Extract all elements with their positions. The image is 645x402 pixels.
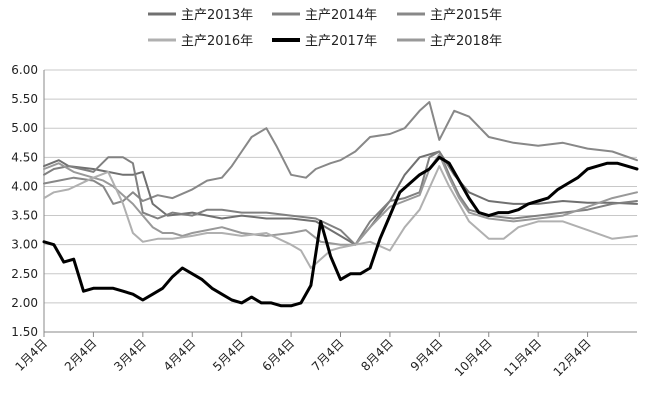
x-tick-label: 4月4日: [161, 336, 199, 374]
x-tick-label: 7月4日: [309, 336, 347, 374]
x-tick-label: 6月4日: [260, 336, 298, 374]
legend-label: 主产2018年: [430, 34, 502, 49]
legend-label: 主产2017年: [305, 34, 377, 49]
series-line-3: [43, 101, 638, 205]
y-axis-tick-labels: 6.00 5.50 5.00 4.50 4.00 3.50 3.00 2.50 2.00 1.50: [11, 63, 38, 339]
y-tick-label: 2.50: [11, 267, 38, 281]
series-line-5: [42, 155, 639, 308]
x-axis-tick-labels: 1月4日 2月4日 3月4日 4月4日 5月4日 6月4日 7月4日 8月4日 9月4日 10月4…: [12, 336, 593, 379]
x-tick-label: 11月4日: [501, 336, 544, 379]
legend-label: 主产2014年: [305, 8, 377, 23]
x-tick-label: 5月4日: [210, 336, 248, 374]
plot-area: [42, 101, 639, 308]
series-line-2: [43, 150, 638, 246]
x-tick-label: 1月4日: [12, 336, 50, 374]
series-line-6: [43, 153, 638, 246]
y-tick-label: 5.50: [11, 92, 38, 106]
x-tick-label: 2月4日: [62, 336, 100, 374]
legend-label: 主产2015年: [430, 8, 502, 23]
axes: [43, 70, 637, 337]
y-tick-label: 2.00: [11, 296, 38, 310]
x-tick-label: 3月4日: [111, 336, 149, 374]
series-line-1: [43, 150, 638, 246]
legend-label: 主产2013年: [181, 8, 253, 23]
series-line-4: [43, 165, 638, 269]
y-tick-label: 4.50: [11, 150, 38, 164]
y-tick-label: 6.00: [11, 63, 38, 77]
x-tick-label: 8月4日: [358, 336, 396, 374]
y-tick-label: 5.00: [11, 121, 38, 135]
legend-label: 主产2016年: [181, 34, 253, 49]
x-tick-label: 10月4日: [452, 336, 495, 379]
y-tick-label: 3.50: [11, 209, 38, 223]
x-tick-label: 9月4日: [408, 336, 446, 374]
y-tick-label: 4.00: [11, 179, 38, 193]
y-tick-label: 3.00: [11, 238, 38, 252]
y-tick-label: 1.50: [11, 325, 38, 339]
x-tick-label: 12月4日: [551, 336, 594, 379]
